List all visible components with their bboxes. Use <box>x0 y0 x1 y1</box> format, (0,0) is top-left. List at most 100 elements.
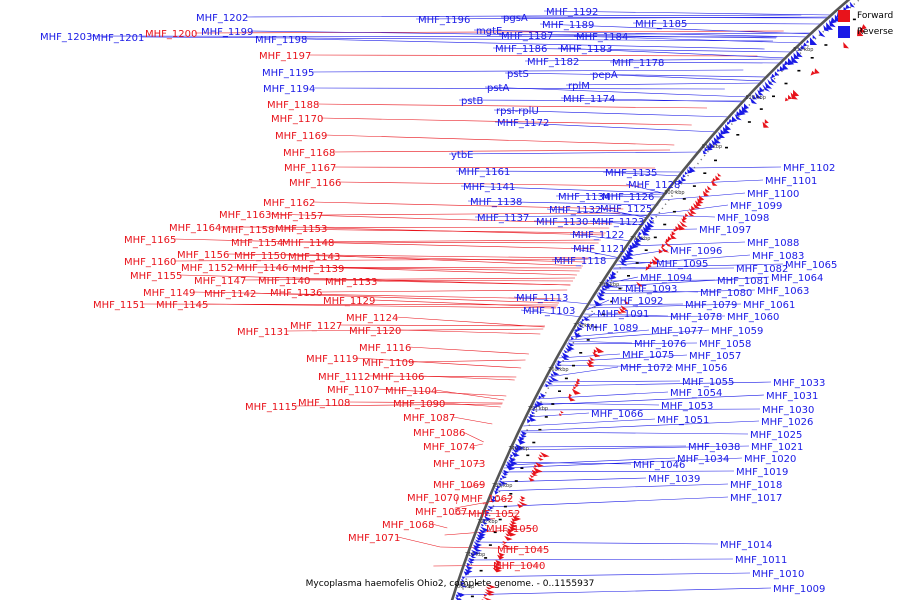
reverse-feature <box>476 536 483 541</box>
gene-label-mhf-1031: MHF_1031 <box>766 391 818 402</box>
leader-line <box>452 512 519 515</box>
reverse-feature <box>769 76 777 84</box>
gene-label-mhf-1187: MHF_1187 <box>501 31 553 42</box>
leader-line <box>243 277 576 281</box>
leader-line <box>639 228 698 231</box>
ring-marker <box>627 275 630 277</box>
reverse-feature <box>477 534 485 540</box>
leader-line <box>560 97 745 103</box>
leader-line <box>415 16 832 20</box>
reverse-feature <box>475 539 481 543</box>
gene-label-mgte: mgtE <box>476 26 502 37</box>
gene-label-mhf-1096: MHF_1096 <box>670 246 722 257</box>
leader-line <box>245 14 802 18</box>
reverse-feature <box>469 555 477 559</box>
leader-line <box>523 418 656 427</box>
reverse-feature <box>631 242 639 249</box>
leader-line <box>543 381 772 387</box>
kbp-tick-label: 710 kbp <box>465 552 485 558</box>
leader-line <box>444 527 537 536</box>
gene-label-mhf-1070: MHF_1070 <box>407 493 459 504</box>
leader-line <box>604 279 716 282</box>
kbp-tick-label: 730 kbp <box>492 483 512 489</box>
gene-label-mhf-1014: MHF_1014 <box>720 540 772 551</box>
leader-line <box>467 558 734 561</box>
gene-label-mhf-1197: MHF_1197 <box>259 51 311 62</box>
forward-feature <box>707 185 712 190</box>
leader-line <box>520 431 749 435</box>
gene-label-mhf-1138: MHF_1138 <box>470 197 522 208</box>
reverse-feature <box>728 118 733 124</box>
forward-feature <box>485 589 495 594</box>
gene-label-mhf-1009: MHF_1009 <box>773 584 825 595</box>
leader-line <box>311 69 744 73</box>
reverse-feature <box>536 400 544 407</box>
gene-label-mhf-1126: MHF_1126 <box>602 192 654 203</box>
reverse-feature <box>550 373 555 377</box>
reverse-feature <box>483 518 487 524</box>
gene-label-mhf-1132: MHF_1132 <box>549 205 601 216</box>
forward-swatch <box>838 10 850 22</box>
leader-line <box>319 289 568 293</box>
kbp-tick-label: 720 kbp <box>477 519 497 525</box>
leader-line <box>603 276 639 285</box>
leader-line <box>367 375 517 378</box>
reverse-feature <box>779 66 785 72</box>
gene-label-mhf-1108: MHF_1108 <box>298 398 350 409</box>
reverse-feature <box>818 29 826 38</box>
gene-label-mhf-1121: MHF_1121 <box>573 244 625 255</box>
forward-feature <box>528 477 535 482</box>
gene-label-mhf-1134: MHF_1134 <box>558 192 610 203</box>
leader-line <box>494 483 729 492</box>
reverse-feature <box>509 456 516 462</box>
leader-line <box>498 32 814 36</box>
leader-line <box>226 253 589 259</box>
reverse-feature <box>622 255 629 261</box>
ring-marker <box>509 493 513 495</box>
reverse-feature <box>461 579 465 582</box>
leader-line <box>613 263 784 269</box>
ring-marker <box>824 44 828 46</box>
reverse-feature <box>566 344 575 351</box>
leader-line <box>494 121 718 133</box>
gene-label-mhf-1010: MHF_1010 <box>752 569 804 580</box>
reverse-feature <box>731 116 738 123</box>
leader-line <box>596 289 756 295</box>
reverse-feature <box>790 55 799 64</box>
forward-feature <box>788 94 793 100</box>
ring-marker <box>551 403 555 405</box>
gene-label-mhf-1141: MHF_1141 <box>463 182 515 193</box>
ring-marker <box>475 582 479 585</box>
leader-line <box>324 134 675 146</box>
ring-marker <box>772 95 775 98</box>
leader-line <box>472 443 483 447</box>
leader-line <box>421 375 515 381</box>
gene-label-mhf-1123: MHF_1123 <box>592 217 644 228</box>
leader-line <box>497 477 647 483</box>
forward-feature <box>577 378 581 383</box>
gene-label-mhf-1136: MHF_1136 <box>270 288 322 299</box>
reverse-feature <box>629 244 635 251</box>
reverse-feature <box>800 45 805 50</box>
leader-line <box>566 342 698 345</box>
leader-line <box>548 366 619 378</box>
reverse-feature <box>642 226 650 233</box>
forward-feature <box>492 567 502 573</box>
legend-label-reverse: Reverse <box>857 27 894 37</box>
reverse-feature <box>480 526 490 532</box>
leader-line <box>308 54 758 57</box>
reverse-feature <box>529 413 534 418</box>
gene-labels: MHF_1200 MHF_1197 MHF_1188 MHF_1170 MHF_1169… <box>40 7 837 595</box>
leader-line <box>286 328 544 332</box>
reverse-feature <box>497 482 504 486</box>
forward-feature <box>671 231 676 236</box>
gene-label-mhf-1093: MHF_1093 <box>625 284 677 295</box>
forward-feature <box>485 586 492 590</box>
leader-line <box>339 324 546 327</box>
gene-label-mhf-1034: MHF_1034 <box>677 454 729 465</box>
reverse-feature <box>606 278 610 283</box>
reverse-feature <box>472 547 483 552</box>
reverse-feature <box>635 237 642 243</box>
reverse-feature <box>577 326 582 332</box>
reverse-feature <box>596 294 606 301</box>
